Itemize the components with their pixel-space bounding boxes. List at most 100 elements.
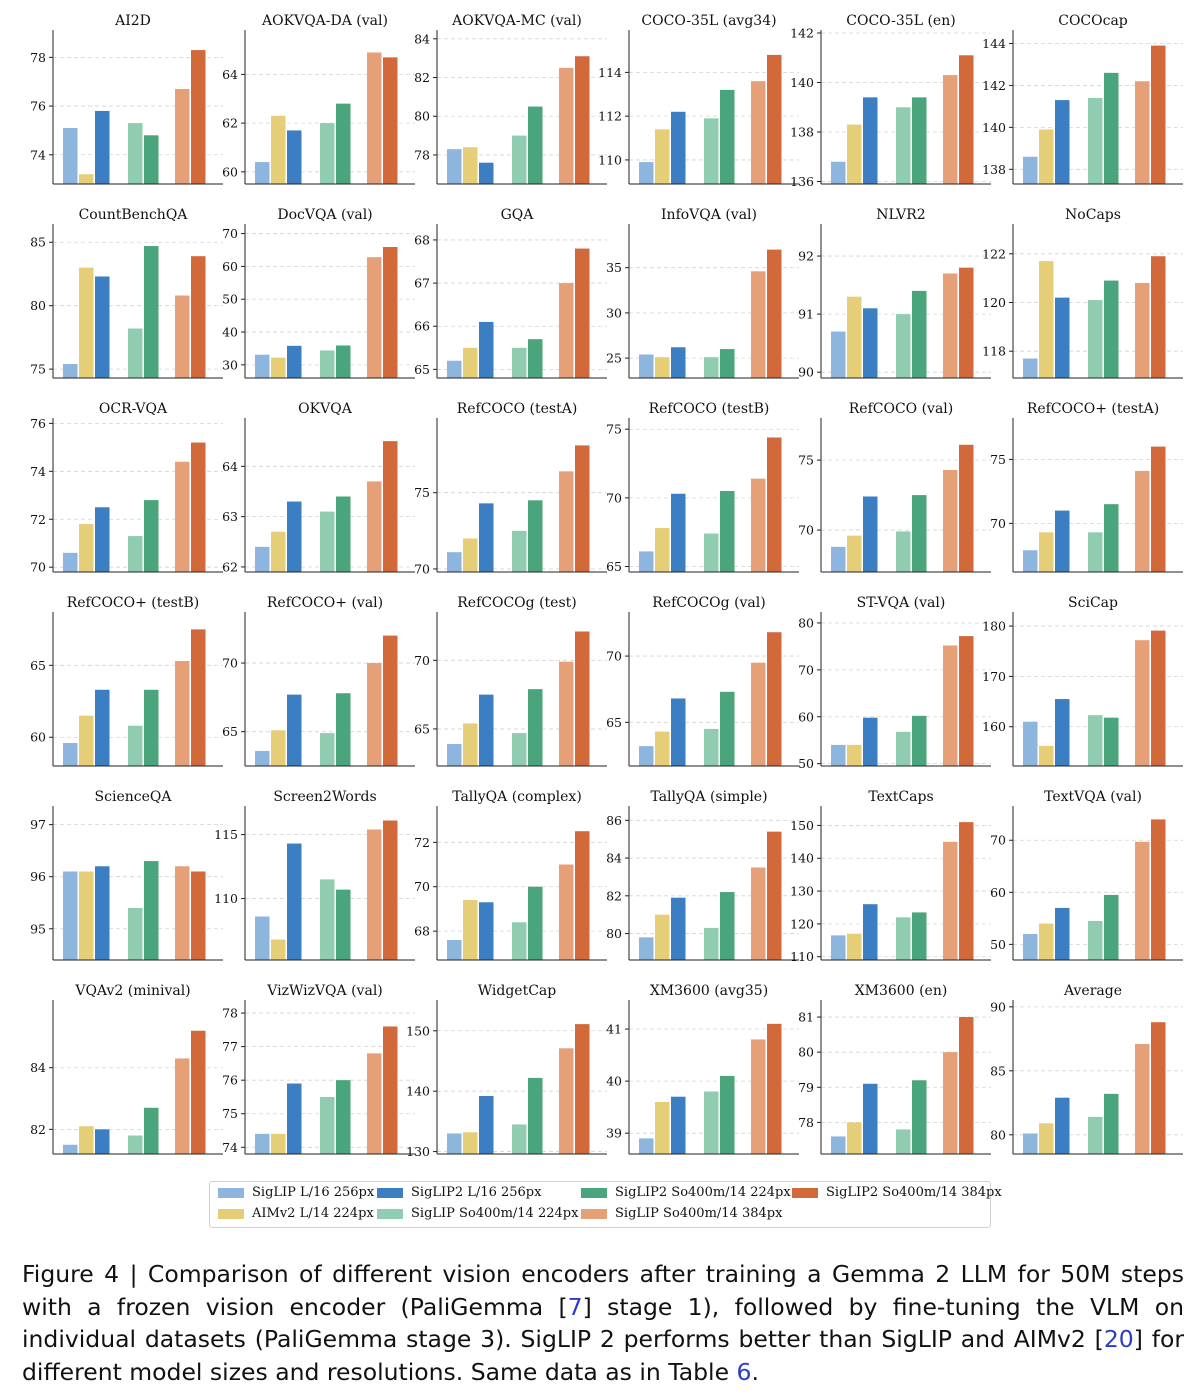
- bar: [63, 552, 78, 572]
- bar: [943, 75, 958, 184]
- tick-label: 120: [982, 295, 1006, 310]
- subplot-26: Screen2Words 110 115: [214, 789, 415, 961]
- citation-link-7[interactable]: 7: [567, 1292, 583, 1321]
- bar: [704, 118, 719, 184]
- tick-label: 75: [798, 453, 814, 468]
- bar: [95, 866, 110, 960]
- subplot-27: TallyQA (complex) 68 70 72: [414, 789, 607, 961]
- legend-swatch: [218, 1187, 244, 1198]
- bar: [367, 52, 382, 184]
- bar: [1088, 532, 1103, 572]
- bar: [463, 900, 478, 960]
- tick-label: 140: [982, 120, 1006, 135]
- bar: [1104, 72, 1119, 184]
- legend-item: SigLIP2 L/16 256px: [377, 1185, 541, 1200]
- tick-label: 78: [222, 1006, 238, 1021]
- legend-item: SigLIP2 So400m/14 224px: [581, 1185, 791, 1200]
- bar: [896, 731, 911, 766]
- table-link-6[interactable]: 6: [736, 1357, 752, 1386]
- bar: [767, 632, 782, 766]
- bar: [271, 939, 286, 960]
- bar: [671, 897, 686, 960]
- bar: [95, 689, 110, 766]
- subplot-21: RefCOCOg (test) 65 70: [414, 595, 607, 767]
- bar: [191, 442, 206, 572]
- bar: [671, 493, 686, 572]
- bar: [863, 717, 878, 766]
- bar: [79, 715, 94, 766]
- legend-item: SigLIP2 So400m/14 384px: [792, 1185, 1002, 1200]
- bar: [767, 249, 782, 378]
- tick-label: 72: [414, 835, 430, 850]
- bar: [528, 500, 543, 572]
- legend-item: AIMv2 L/14 224px: [218, 1206, 374, 1221]
- bar: [528, 339, 543, 378]
- bar: [1151, 630, 1166, 766]
- bar: [1104, 1093, 1119, 1154]
- figure-caption: Figure 4 | Comparison of different visio…: [22, 1258, 1184, 1388]
- bar: [512, 347, 527, 378]
- tick-label: 65: [414, 721, 430, 736]
- bar: [528, 106, 543, 184]
- bar: [336, 693, 351, 766]
- tick-label: 30: [606, 305, 622, 320]
- tick-label: 144: [982, 36, 1006, 51]
- tick-label: 150: [406, 1023, 430, 1038]
- subplot-title: COCO-35L (avg34): [641, 13, 776, 29]
- bar: [720, 89, 735, 184]
- bar: [720, 491, 735, 572]
- bar: [1135, 841, 1150, 960]
- subplot-title: RefCOCO+ (testA): [1027, 401, 1159, 417]
- subplot-title: CountBenchQA: [79, 207, 189, 223]
- bar: [1104, 280, 1119, 378]
- bar: [1104, 504, 1119, 572]
- bar: [912, 290, 927, 378]
- bar: [271, 531, 286, 572]
- bar: [896, 1129, 911, 1154]
- bar: [1039, 1123, 1054, 1154]
- tick-label: 170: [982, 669, 1006, 684]
- bar: [704, 533, 719, 572]
- bar: [463, 723, 478, 766]
- subplot-8: DocVQA (val) 30 40 50 60 70: [222, 207, 415, 379]
- subplot-15: RefCOCO (testA) 70 75: [414, 401, 607, 576]
- bar: [287, 130, 302, 184]
- tick-label: 70: [222, 226, 238, 241]
- bar: [1023, 156, 1038, 184]
- bar: [896, 107, 911, 184]
- bar: [1055, 510, 1070, 572]
- tick-label: 60: [990, 885, 1006, 900]
- bar: [383, 1026, 398, 1154]
- bar: [751, 867, 766, 960]
- bar: [463, 147, 478, 184]
- bar: [95, 1129, 110, 1154]
- bar: [79, 871, 94, 960]
- tick-label: 50: [222, 292, 238, 307]
- tick-label: 78: [30, 50, 46, 65]
- bar: [896, 314, 911, 378]
- tick-label: 90: [990, 999, 1006, 1014]
- tick-label: 86: [606, 813, 622, 828]
- caption-text-1: Figure 4 | Comparison of different visio…: [22, 1260, 1184, 1321]
- subplot-title: RefCOCO+ (val): [267, 595, 383, 611]
- tick-label: 150: [790, 818, 814, 833]
- bar: [1135, 1043, 1150, 1154]
- bar: [383, 820, 398, 960]
- bar: [447, 360, 462, 378]
- tick-label: 138: [790, 125, 814, 140]
- tick-label: 78: [798, 1115, 814, 1130]
- legend-swatch: [218, 1208, 244, 1219]
- tick-label: 50: [990, 937, 1006, 952]
- tick-label: 70: [798, 523, 814, 538]
- bar: [1023, 1133, 1038, 1154]
- bar: [639, 746, 654, 766]
- subplot-title: TextVQA (val): [1044, 789, 1142, 805]
- bar: [1055, 699, 1070, 766]
- bar: [1088, 715, 1103, 766]
- bar: [575, 1024, 590, 1154]
- bar: [255, 546, 270, 572]
- citation-link-20[interactable]: 20: [1103, 1325, 1134, 1353]
- bar: [383, 247, 398, 378]
- subplot-title: COCOcap: [1058, 13, 1128, 29]
- tick-label: 39: [606, 1126, 622, 1141]
